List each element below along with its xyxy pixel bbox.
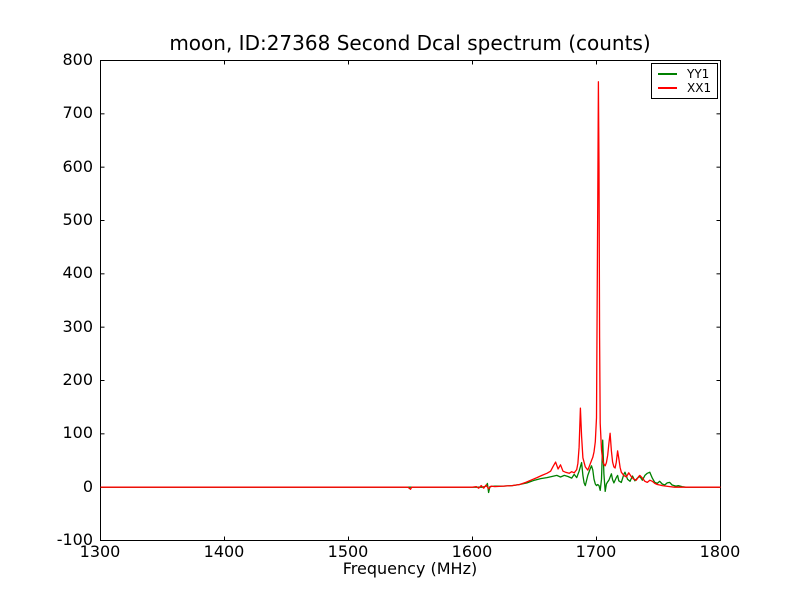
x-tick-label: 1300 <box>79 542 121 561</box>
x-tick-label: 1400 <box>203 542 245 561</box>
legend-label-yy1: YY1 <box>687 67 710 81</box>
y-tick-label: 300 <box>62 317 93 336</box>
x-tick-label: 1800 <box>699 542 741 561</box>
y-tick-label: -100 <box>56 530 93 549</box>
plot-title: moon, ID:27368 Second Dcal spectrum (cou… <box>169 31 651 55</box>
axes-spines <box>100 60 721 541</box>
legend-entry-yy1: YY1 <box>658 67 711 81</box>
legend-line-sample-yy1 <box>658 73 677 75</box>
x-tick-label: 1600 <box>451 542 493 561</box>
y-tick-label: 800 <box>62 50 93 69</box>
y-tick-label: 100 <box>62 423 93 442</box>
y-tick-label: 700 <box>62 103 93 122</box>
x-axis-label: Frequency (MHz) <box>342 559 478 578</box>
legend: YY1 XX1 <box>651 63 719 99</box>
plot-area <box>100 60 721 541</box>
y-tick-label: 500 <box>62 210 93 229</box>
y-tick-label: 600 <box>62 157 93 176</box>
x-tick-label: 1500 <box>327 542 369 561</box>
spectrum-plot <box>100 60 721 541</box>
y-tick-label: 0 <box>82 477 93 496</box>
x-tick-label: 1700 <box>575 542 617 561</box>
legend-label-xx1: XX1 <box>687 81 712 95</box>
series-line-YY1 <box>100 439 721 494</box>
series-line-XX1 <box>100 81 721 490</box>
y-tick-label: 200 <box>62 370 93 389</box>
y-tick-label: 400 <box>62 263 93 282</box>
legend-entry-xx1: XX1 <box>658 81 711 95</box>
legend-line-sample-xx1 <box>658 87 677 89</box>
